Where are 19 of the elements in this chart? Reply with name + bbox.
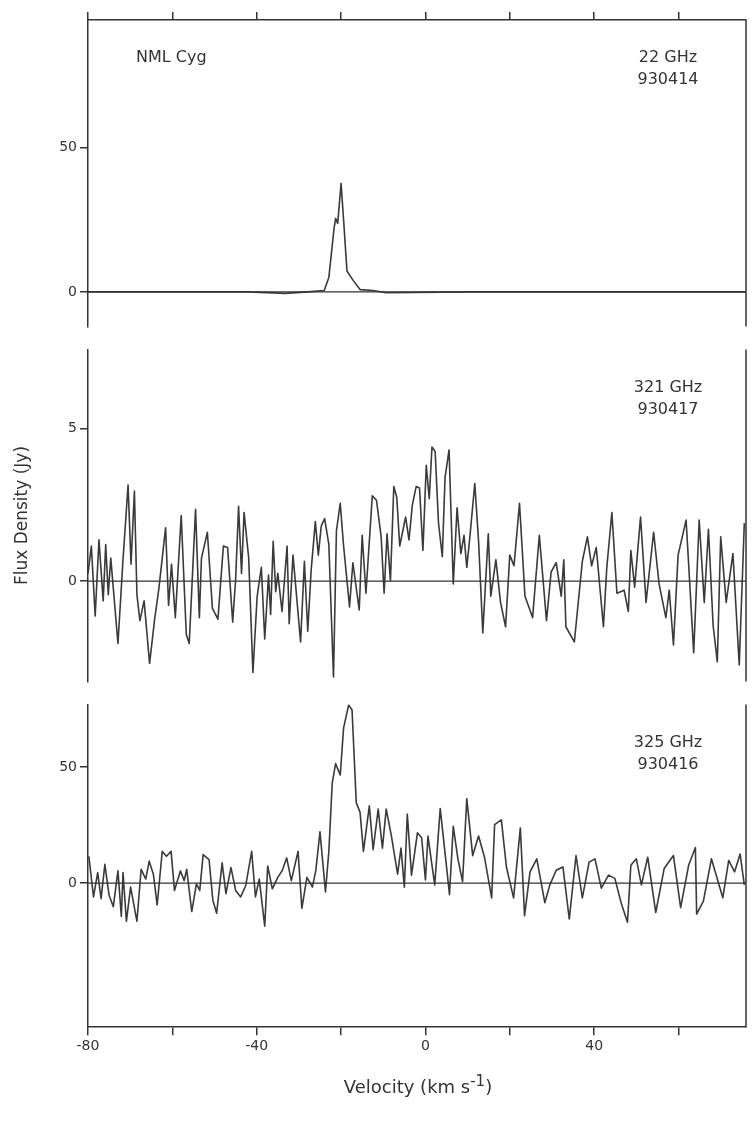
y-tick-label: 0 <box>68 571 77 588</box>
x-tick-label: -80 <box>76 1037 100 1054</box>
y-tick-label: 5 <box>68 419 77 436</box>
x-tick-label: 40 <box>585 1037 604 1054</box>
y-tick-label: 0 <box>68 873 77 890</box>
y-axis-title: Flux Density (Jy) <box>10 445 31 586</box>
annotation: 22 GHz <box>638 47 698 67</box>
annotation: 930417 <box>637 398 699 418</box>
y-tick-label: 50 <box>59 757 77 774</box>
x-tick-label: 0 <box>420 1037 430 1054</box>
y-tick-label: 50 <box>59 137 77 154</box>
y-tick-label: 0 <box>68 282 77 299</box>
x-tick-label: -40 <box>245 1037 269 1054</box>
annotation: 930414 <box>637 69 699 89</box>
text: NML Cyg <box>136 47 207 67</box>
annotation: 930416 <box>637 753 699 773</box>
annotation: 321 GHz <box>633 376 703 396</box>
annotation: 325 GHz <box>633 731 703 751</box>
x-axis-title: Velocity (km s$^{-1}$) <box>342 1072 494 1097</box>
